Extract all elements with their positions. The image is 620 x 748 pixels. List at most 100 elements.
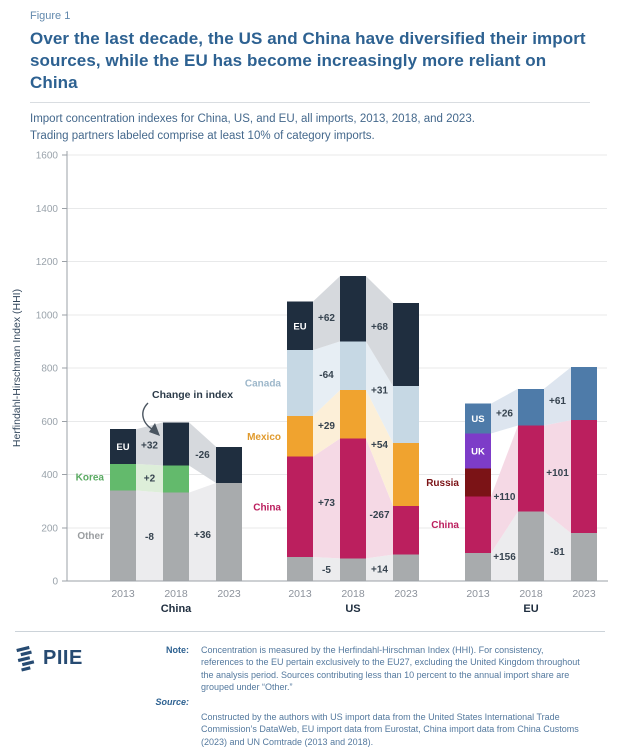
flow-band-canada xyxy=(366,340,393,443)
x-tick-label: 2018 xyxy=(164,588,188,600)
change-label: +54 xyxy=(371,440,388,451)
series-label-other: Other xyxy=(77,531,104,542)
y-axis-title: Herfindahl-Hirschman Index (HHI) xyxy=(11,289,23,447)
bar-segment-eu xyxy=(216,446,242,483)
bar-segment-russia xyxy=(465,467,491,496)
in-bar-label-eu: EU xyxy=(116,442,129,453)
change-label: -267 xyxy=(369,509,389,520)
change-label: +31 xyxy=(371,385,388,396)
bar-segment-china xyxy=(340,438,366,558)
flow-band-eu xyxy=(366,275,393,386)
flow-band-other xyxy=(544,511,571,581)
bar-segment-other xyxy=(110,490,136,581)
y-tick-label: 200 xyxy=(41,523,58,534)
bar-segment-china xyxy=(287,456,313,557)
flow-band-china xyxy=(366,438,393,558)
x-tick-label: 2023 xyxy=(572,588,596,600)
flow-band-other xyxy=(189,482,216,581)
flow-band-other xyxy=(491,511,518,581)
y-tick-label: 1600 xyxy=(36,150,59,161)
x-tick-label: 2018 xyxy=(341,588,365,600)
chart-area: 0 200 400 600 800 1000 1200 1400 1600 Herfindahl-… xyxy=(0,145,620,623)
figure-title: Over the last decade, the US and China h… xyxy=(30,29,586,92)
change-label: +26 xyxy=(496,408,513,419)
series-label-china: China xyxy=(253,502,281,513)
change-label: +110 xyxy=(494,492,516,503)
annotation-change-in-index: Change in index xyxy=(152,389,233,401)
change-label: -8 xyxy=(145,531,154,542)
change-label: +32 xyxy=(141,440,158,451)
bar-segment-canada xyxy=(393,385,419,443)
bar-segment-other xyxy=(571,532,597,581)
group-label: EU xyxy=(523,603,538,615)
bar-segment-other xyxy=(518,511,544,581)
note-source-block: Note: Concentration is measured by the H… xyxy=(129,644,581,748)
y-tick-label: 1000 xyxy=(36,310,59,321)
flow-band-eu xyxy=(313,275,340,350)
piie-logo-text: PIIE xyxy=(43,647,83,670)
series-label-korea: Korea xyxy=(76,472,105,483)
series-label-china: China xyxy=(431,520,459,531)
bar-segment-china xyxy=(465,495,491,553)
change-label: +36 xyxy=(194,530,211,541)
bar-segment-mexico xyxy=(287,415,313,457)
piie-logo: PIIE xyxy=(15,644,111,674)
x-tick-label: 2013 xyxy=(111,588,135,600)
bar-segment-mexico xyxy=(393,442,419,506)
flow-band-eu xyxy=(189,421,216,483)
in-bar-label-eu: EU xyxy=(293,321,306,332)
bar-segment-mexico xyxy=(340,389,366,439)
flow-band-other xyxy=(366,554,393,581)
y-tick-label: 0 xyxy=(52,576,58,587)
x-tick-label: 2013 xyxy=(288,588,312,600)
change-label: +156 xyxy=(493,552,516,563)
change-label: +68 xyxy=(371,322,388,333)
bar-segment-other xyxy=(216,482,242,581)
bar-segment-eu xyxy=(393,302,419,386)
change-label: +61 xyxy=(549,396,566,407)
change-label: -64 xyxy=(319,369,334,380)
y-tick-label: 800 xyxy=(41,363,58,374)
group-label: China xyxy=(161,603,192,615)
series-label-mexico: Mexico xyxy=(247,431,281,442)
footer-divider xyxy=(15,630,605,632)
figure-subtitle: Import concentration indexes for China, … xyxy=(30,113,475,142)
hhi-stacked-bar-chart: 0 200 400 600 800 1000 1200 1400 1600 Herfindahl-… xyxy=(11,150,608,615)
bar-segment-canada xyxy=(287,349,313,416)
annotation-arrowhead xyxy=(149,422,160,436)
flow-band-other xyxy=(313,556,340,581)
change-label: +101 xyxy=(546,468,569,479)
change-label: -26 xyxy=(195,449,210,460)
bar-segment-korea xyxy=(110,463,136,491)
bar-segment-other xyxy=(340,557,366,581)
source-label: Source: xyxy=(155,696,189,707)
flow-band-us xyxy=(544,366,571,426)
note-text: Concentration is measured by the Herfind… xyxy=(201,644,580,693)
x-tick-label: 2023 xyxy=(217,588,241,600)
series-label-canada: Canada xyxy=(245,378,282,389)
bar-segment-korea xyxy=(163,465,189,493)
note-label: Note: xyxy=(166,644,189,655)
flow-band-korea xyxy=(136,463,163,493)
figure-header: Figure 1 Over the last decade, the US an… xyxy=(0,0,620,145)
source-text: Constructed by the authors with US impor… xyxy=(201,711,579,747)
change-label: +29 xyxy=(318,420,335,431)
bar-segment-canada xyxy=(340,340,366,390)
bar-segment-us xyxy=(571,366,597,420)
change-label: +62 xyxy=(318,312,335,323)
flow-band-mexico xyxy=(366,389,393,506)
x-tick-label: 2023 xyxy=(394,588,418,600)
y-tick-label: 600 xyxy=(41,416,58,427)
x-tick-label: 2018 xyxy=(519,588,543,600)
piie-logo-mark xyxy=(16,645,35,672)
y-tick-label: 1200 xyxy=(36,257,59,268)
x-tick-label: 2013 xyxy=(466,588,490,600)
bar-segment-us xyxy=(518,388,544,426)
bar-segment-china xyxy=(393,505,419,555)
flow-band-canada xyxy=(313,340,340,416)
bar-segment-us xyxy=(465,403,491,434)
y-tick-label: 1400 xyxy=(36,203,59,214)
flow-band-china xyxy=(544,419,571,533)
flow-band-china xyxy=(313,438,340,558)
flow-band-other xyxy=(136,490,163,581)
